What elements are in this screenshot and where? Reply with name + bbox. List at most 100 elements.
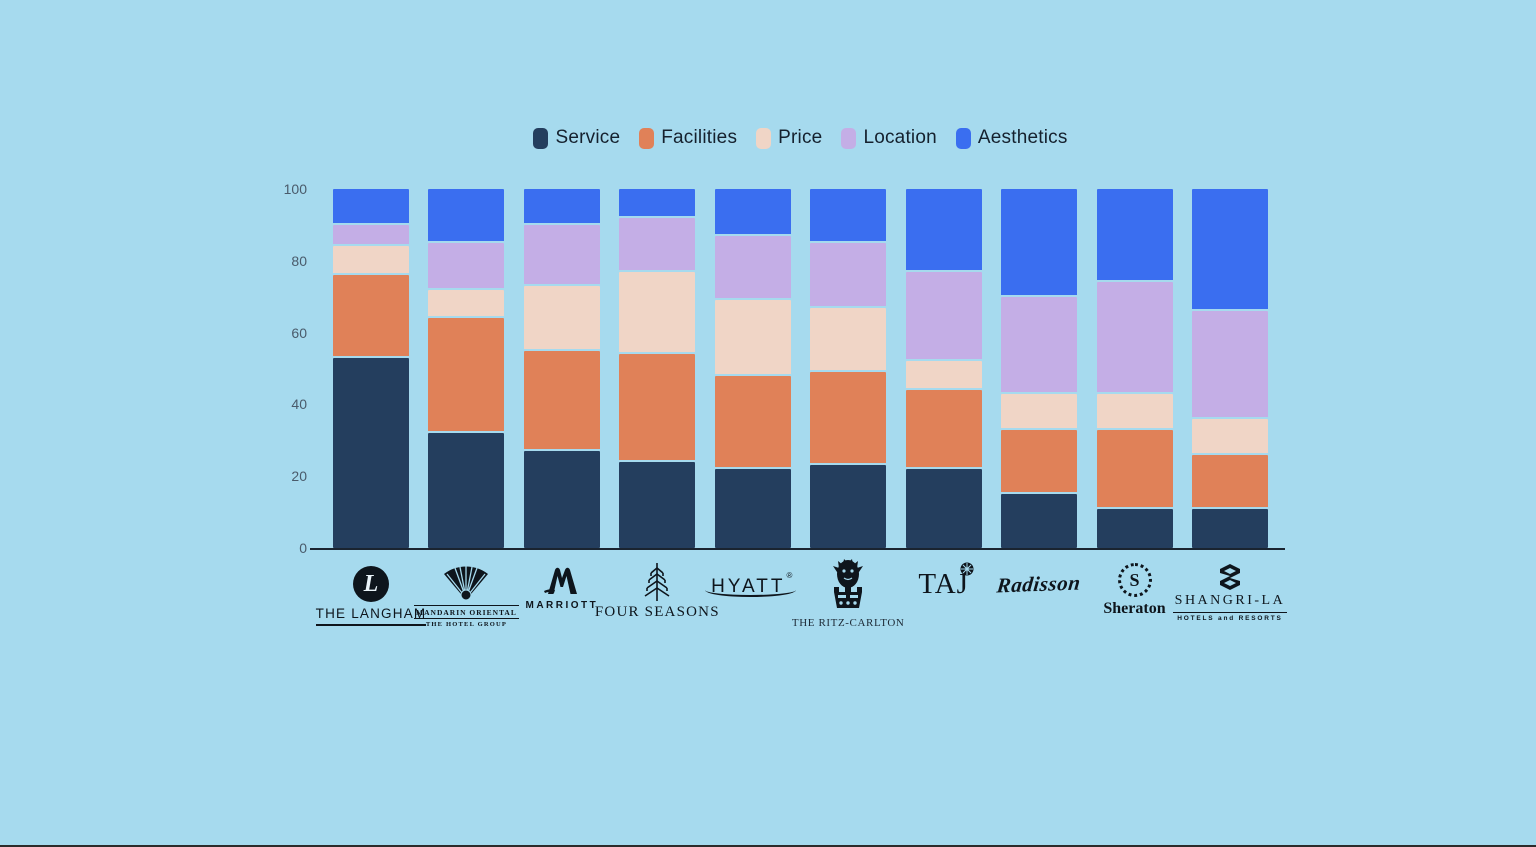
logo-langham: L THE LANGHAM xyxy=(315,560,427,629)
segment-aesthetics-the-langham xyxy=(333,189,409,225)
sheraton-logo-name: Sheraton xyxy=(1103,600,1166,617)
segment-service-four-seasons xyxy=(619,461,696,548)
segment-location-taj xyxy=(905,271,982,362)
segment-service-mandarin-oriental xyxy=(428,433,505,548)
legend-swatch-price-icon xyxy=(756,127,772,149)
segment-price-sheraton xyxy=(1096,393,1173,430)
segment-price-radisson xyxy=(1001,393,1078,430)
legend-label-service: Service xyxy=(555,127,621,148)
logo-taj: TAJ xyxy=(906,560,982,629)
taj-logo-icon xyxy=(960,562,974,576)
sheraton-logo-icon: S xyxy=(1117,563,1152,597)
segment-location-the-ritz-carlton xyxy=(810,242,887,308)
legend-label-aesthetics: Aesthetics xyxy=(977,127,1068,148)
segment-facilities-hyatt xyxy=(714,375,791,469)
segment-location-mandarin-oriental xyxy=(428,242,505,290)
legend-item-location: Location xyxy=(841,127,937,149)
segment-service-shangri-la xyxy=(1191,508,1268,548)
segment-aesthetics-shangri-la xyxy=(1191,189,1268,312)
segment-aesthetics-hyatt xyxy=(714,189,791,236)
logos-row: L THE LANGHAM MANDARIN ORIENTAL THE HOTEL G… xyxy=(315,558,1287,629)
hyatt-logo-name: HYATT® xyxy=(705,571,797,598)
radisson-logo-name: Radisson xyxy=(995,570,1083,598)
segment-service-taj xyxy=(905,469,982,548)
segment-aesthetics-the-ritz-carlton xyxy=(810,189,887,243)
bar-mandarin-oriental xyxy=(428,189,505,548)
mandarin-logo-icon xyxy=(437,562,495,602)
bar-marriott xyxy=(523,189,600,548)
marriott-logo-name: MARRIOTT xyxy=(525,600,599,611)
segment-price-the-ritz-carlton xyxy=(810,307,887,373)
fourseasons-logo-icon xyxy=(640,560,674,602)
ritz-logo-icon xyxy=(826,558,870,614)
legend-label-price: Price xyxy=(778,127,823,148)
segment-location-the-langham xyxy=(333,224,409,247)
logo-ritz: THE RITZ-CARLTON xyxy=(792,558,904,629)
x-axis-line xyxy=(310,547,1285,550)
segment-aesthetics-mandarin-oriental xyxy=(428,189,505,243)
segment-location-four-seasons xyxy=(619,217,696,272)
logo-marriott: MARRIOTT xyxy=(524,560,600,629)
segment-facilities-sheraton xyxy=(1096,429,1173,509)
legend-swatch-facilities-icon xyxy=(639,127,655,149)
legend-item-facilities: Facilities xyxy=(639,127,737,149)
y-tick-60: 60 xyxy=(291,324,307,341)
segment-aesthetics-taj xyxy=(905,188,982,272)
logo-sheraton: S Sheraton xyxy=(1097,560,1173,629)
segment-service-radisson xyxy=(1001,494,1078,548)
logo-hyatt: HYATT® xyxy=(705,560,797,629)
marriott-logo-icon xyxy=(542,564,582,596)
legend-swatch-location-icon xyxy=(841,127,857,149)
legend-label-facilities: Facilities xyxy=(661,127,738,148)
bar-shangri-la xyxy=(1191,189,1268,548)
bottom-edge-line xyxy=(0,845,1536,847)
segment-aesthetics-four-seasons xyxy=(619,189,696,218)
bar-radisson xyxy=(1001,189,1078,548)
segment-price-the-langham xyxy=(333,246,409,276)
logo-radisson: Radisson xyxy=(996,560,1082,629)
y-tick-80: 80 xyxy=(291,252,307,269)
logo-mandarin: MANDARIN ORIENTAL THE HOTEL GROUP xyxy=(414,560,519,629)
segment-service-hyatt xyxy=(714,469,791,548)
fourseasons-logo-name: FOUR SEASONS xyxy=(594,604,720,620)
mandarin-logo-subtext: THE HOTEL GROUP xyxy=(425,621,508,628)
bar-hyatt xyxy=(714,189,791,548)
bar-taj xyxy=(905,188,982,548)
legend-item-price: Price xyxy=(756,127,822,149)
segment-price-mandarin-oriental xyxy=(428,289,505,319)
segment-location-marriott xyxy=(523,225,600,287)
y-tick-40: 40 xyxy=(291,396,307,413)
legend-item-aesthetics: Aesthetics xyxy=(955,127,1068,149)
segment-aesthetics-radisson xyxy=(1001,189,1078,297)
segment-service-the-langham xyxy=(333,357,409,548)
mandarin-logo-name: MANDARIN ORIENTAL xyxy=(414,605,519,619)
segment-facilities-shangri-la xyxy=(1191,454,1268,509)
bar-four-seasons xyxy=(619,189,696,548)
segment-location-hyatt xyxy=(714,235,791,301)
segment-service-marriott xyxy=(523,451,600,548)
segment-facilities-mandarin-oriental xyxy=(428,318,505,434)
registered-mark: ® xyxy=(786,570,796,580)
segment-location-radisson xyxy=(1001,296,1078,394)
segment-facilities-taj xyxy=(905,390,982,469)
legend: Service Facilities Price Location Aesthetics xyxy=(318,124,1283,152)
segment-facilities-the-ritz-carlton xyxy=(810,372,887,466)
y-tick-0: 0 xyxy=(299,540,307,556)
bar-the-ritz-carlton xyxy=(810,189,887,548)
segment-facilities-radisson xyxy=(1001,429,1078,495)
segment-facilities-marriott xyxy=(523,350,600,452)
shangrila-logo-icon xyxy=(1219,564,1241,590)
shangrila-logo-subtext: HOTELS and RESORTS xyxy=(1173,612,1287,622)
segment-service-the-ritz-carlton xyxy=(810,465,887,548)
segment-price-marriott xyxy=(523,286,600,351)
legend-swatch-service-icon xyxy=(533,127,549,149)
bar-sheraton xyxy=(1096,189,1173,548)
taj-logo-name: TAJ xyxy=(918,568,969,600)
segment-price-hyatt xyxy=(714,300,791,376)
y-tick-100: 100 xyxy=(283,181,307,197)
segment-service-sheraton xyxy=(1096,508,1173,548)
ritz-logo-name: THE RITZ-CARLTON xyxy=(791,617,905,629)
shangrila-logo-name: SHANGRI-LA xyxy=(1174,593,1286,608)
segment-location-sheraton xyxy=(1096,282,1173,394)
segment-price-taj xyxy=(905,361,982,390)
